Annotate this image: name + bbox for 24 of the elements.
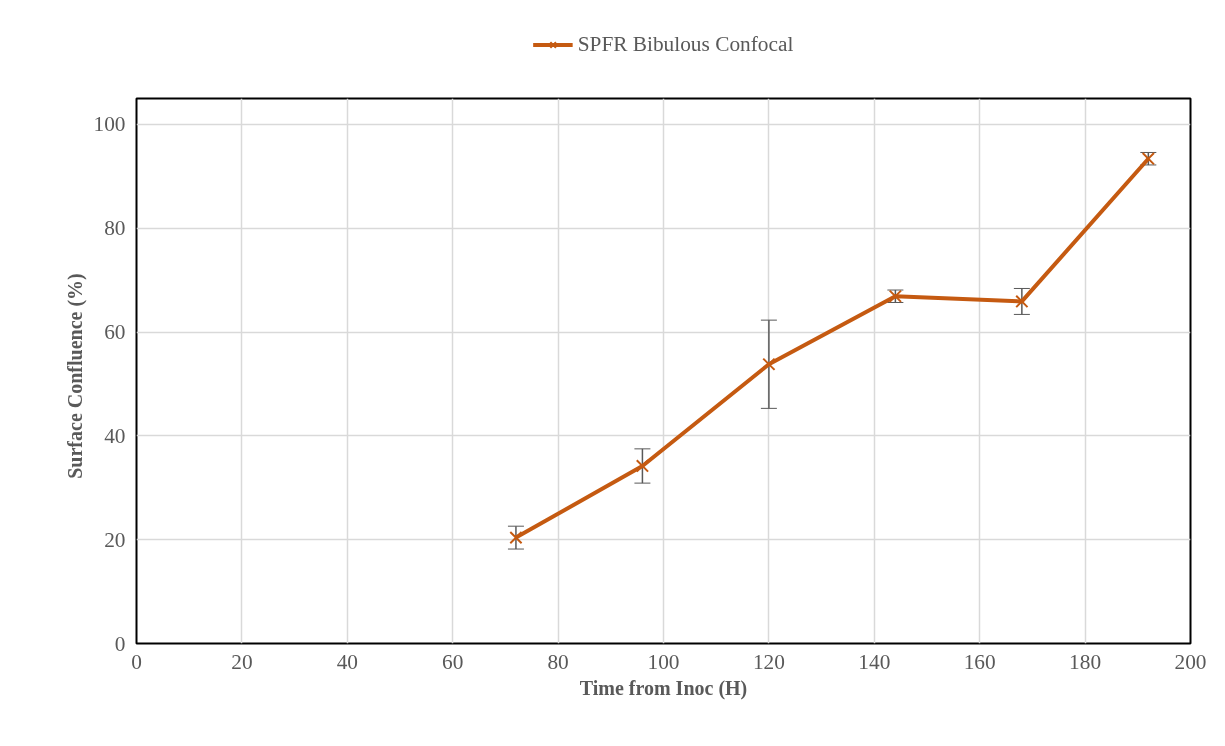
x-axis-title: Time from Inoc (H) <box>579 676 748 700</box>
y-tick-label: 100 <box>93 112 126 137</box>
x-tick-label: 200 <box>1174 649 1207 674</box>
x-tick-label: 60 <box>442 649 464 674</box>
x-tick-label: 20 <box>231 649 253 674</box>
point <box>509 530 523 545</box>
x-tick-label: 0 <box>131 649 142 674</box>
y-tick-label: 60 <box>104 320 126 345</box>
x-tick-label: 40 <box>336 649 358 674</box>
point <box>1015 294 1029 309</box>
x-tick-label: 140 <box>858 649 891 674</box>
y-tick-label: 40 <box>104 423 126 448</box>
x-tick-label: 80 <box>547 649 569 674</box>
x-tick-label: 180 <box>1069 649 1102 674</box>
y-axis-title: Surface Confluence (%) <box>63 273 87 479</box>
x-tick-label: 160 <box>963 649 996 674</box>
legend-label: SPFR Bibulous Confocal <box>577 31 794 57</box>
x-tick-label: 120 <box>752 649 785 674</box>
point <box>635 459 650 473</box>
x-tick-label: 100 <box>647 649 680 674</box>
point <box>762 357 776 371</box>
y-tick-label: 80 <box>104 216 126 241</box>
y-tick-label: 20 <box>104 527 126 552</box>
y-tick-label: 0 <box>114 631 126 656</box>
